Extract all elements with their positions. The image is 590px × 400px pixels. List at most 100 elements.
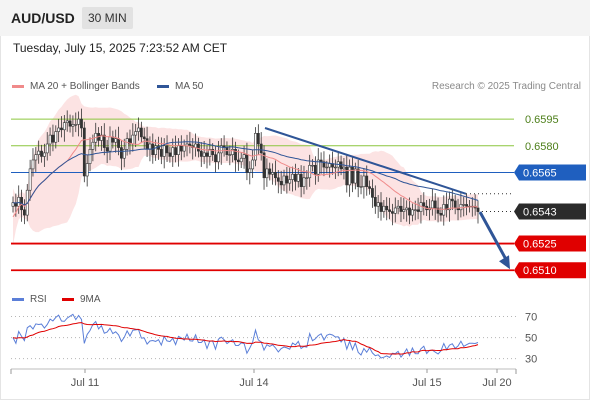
- candle: [445, 192, 449, 218]
- candle-body: [408, 207, 411, 216]
- candle: [308, 154, 312, 187]
- candle-body: [188, 143, 192, 147]
- candle: [48, 127, 52, 156]
- resistance-2-label: 0.6595: [525, 114, 559, 126]
- candle: [371, 179, 374, 208]
- candle: [165, 135, 169, 162]
- candle: [134, 123, 138, 148]
- candle-body: [302, 177, 306, 187]
- candle: [236, 149, 240, 171]
- candle-body: [34, 154, 38, 161]
- candle-body: [245, 154, 249, 173]
- candle: [342, 158, 346, 180]
- candle: [271, 163, 275, 185]
- candle: [416, 197, 420, 220]
- candle: [376, 195, 380, 219]
- candle: [168, 146, 172, 163]
- candle-body: [413, 209, 417, 211]
- bearish-trendline: [264, 127, 467, 195]
- candle-body: [459, 204, 463, 211]
- candle-body: [265, 168, 269, 179]
- candle-body: [154, 145, 158, 155]
- candle: [77, 111, 81, 137]
- candle: [80, 108, 83, 138]
- candle-body: [228, 154, 232, 156]
- candle-body: [234, 149, 237, 161]
- projection-arrow-shaft: [478, 211, 509, 262]
- candle-body: [388, 209, 391, 212]
- legend-ma50-swatch: [157, 84, 169, 88]
- candle: [476, 200, 480, 224]
- pivot-label: 0.6565: [514, 164, 586, 181]
- candle-body: [85, 163, 89, 177]
- candle-body: [311, 165, 314, 167]
- candle: [373, 185, 377, 214]
- candle-body: [445, 204, 449, 211]
- candle-body: [405, 207, 409, 211]
- candle-body: [296, 173, 300, 182]
- candle: [120, 139, 123, 171]
- candle: [282, 169, 286, 192]
- candle: [251, 149, 255, 178]
- candle: [422, 192, 426, 216]
- candle-body: [365, 175, 369, 187]
- candle-body: [31, 159, 35, 170]
- candle: [262, 145, 266, 190]
- candle-body: [359, 186, 363, 188]
- candle: [31, 148, 35, 177]
- candle-body: [114, 138, 118, 143]
- rsi-tick-label: 70: [525, 312, 537, 324]
- candle-body: [439, 213, 443, 216]
- candle: [356, 159, 360, 198]
- candle-body: [254, 133, 257, 161]
- candle-body: [399, 205, 403, 212]
- candle-body: [108, 136, 112, 152]
- legend-rsi-label: RSI: [30, 294, 47, 305]
- candle-body: [11, 202, 15, 207]
- candle-body: [436, 207, 440, 214]
- candle-body: [225, 147, 229, 155]
- candle-body: [125, 138, 129, 150]
- candle-body: [177, 145, 180, 155]
- candle-body: [82, 127, 86, 177]
- timeframe-button[interactable]: 30 MIN: [82, 7, 133, 29]
- candle-body: [433, 200, 437, 209]
- candle: [228, 145, 232, 166]
- candle: [17, 185, 21, 214]
- rsi-tick-label: 30: [525, 354, 537, 366]
- candle-body: [131, 134, 135, 145]
- candle-body: [65, 120, 69, 123]
- candle: [365, 165, 369, 196]
- legend-ma20-swatch: [12, 84, 24, 88]
- candle-body: [316, 159, 320, 175]
- candle: [430, 188, 434, 216]
- candle: [202, 140, 206, 165]
- candle-body: [294, 173, 297, 182]
- candle-body: [100, 134, 103, 141]
- candle: [171, 138, 175, 167]
- candle-body: [134, 131, 138, 136]
- candle-body: [102, 134, 106, 148]
- candle: [205, 145, 209, 169]
- candle-body: [285, 175, 289, 184]
- candle: [242, 145, 246, 169]
- candle-body: [142, 136, 146, 139]
- candle: [433, 193, 437, 220]
- candle: [100, 126, 103, 151]
- candle: [388, 197, 391, 220]
- ma50-line: [12, 141, 479, 206]
- candle: [305, 170, 309, 190]
- candle-body: [305, 177, 309, 179]
- ma20-line: [12, 135, 479, 218]
- support-2-label-text: 0.6510: [523, 265, 557, 277]
- candle: [34, 147, 38, 172]
- candle: [114, 129, 118, 153]
- candle-body: [385, 205, 389, 211]
- candle: [448, 191, 451, 222]
- candle: [302, 165, 306, 195]
- bollinger-bands-area: [13, 94, 478, 246]
- candle-body: [139, 127, 143, 138]
- candle-body: [182, 145, 186, 152]
- candle: [393, 197, 397, 223]
